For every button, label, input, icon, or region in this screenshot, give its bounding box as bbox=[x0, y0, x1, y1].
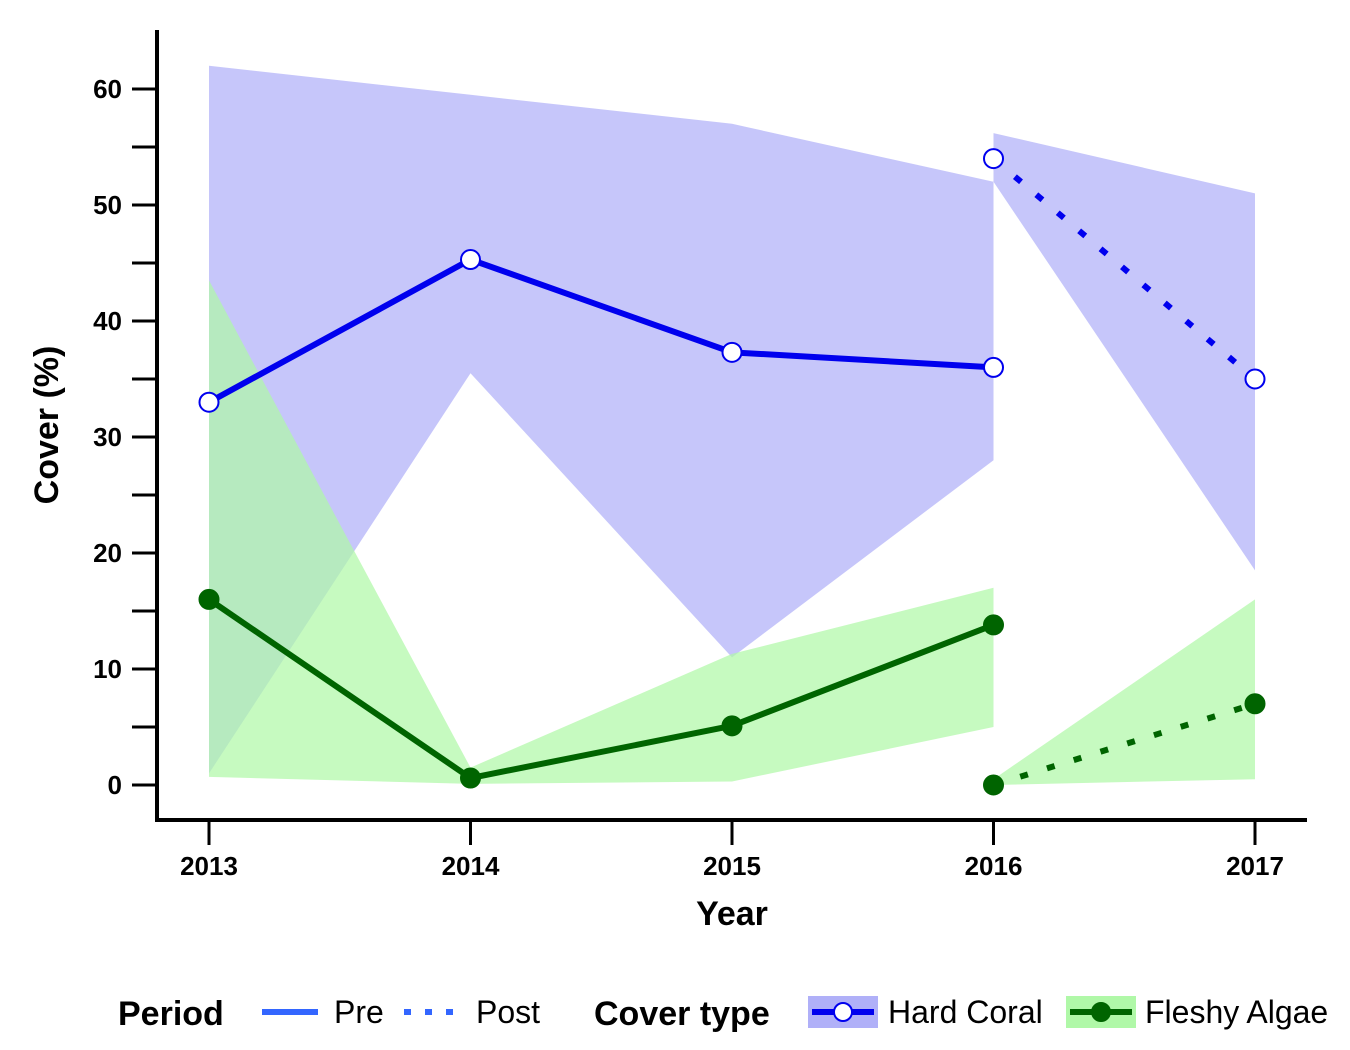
legend-hard-coral-label: Hard Coral bbox=[888, 994, 1043, 1030]
fleshy-algae-pre-ribbon bbox=[209, 280, 994, 784]
series-lines bbox=[207, 156, 1257, 788]
hard-coral-post-ribbon bbox=[993, 133, 1255, 571]
y-tick-label: 20 bbox=[93, 538, 122, 568]
legend-pre-label: Pre bbox=[334, 994, 384, 1030]
y-tick-label: 10 bbox=[93, 654, 122, 684]
y-tick-label: 30 bbox=[93, 422, 122, 452]
fleshy-algae-pre-point bbox=[198, 588, 220, 610]
fleshy-algae-pre-point bbox=[460, 767, 481, 789]
legend-fleshy-algae-label: Fleshy Algae bbox=[1145, 994, 1328, 1030]
legend-cover-title: Cover type bbox=[594, 995, 770, 1033]
y-tick-label: 60 bbox=[93, 74, 122, 104]
x-tick-label: 2017 bbox=[1226, 851, 1284, 881]
x-ticks: 2013 2014 2015 2016 2017 bbox=[180, 820, 1284, 881]
fleshy-algae-post-ribbon bbox=[993, 599, 1255, 785]
x-tick-label: 2015 bbox=[703, 851, 761, 881]
fleshy-algae-post-point bbox=[983, 774, 1004, 796]
fleshy-algae-post-point bbox=[1244, 693, 1266, 715]
y-tick-label: 40 bbox=[93, 306, 122, 336]
hard-coral-pre-point bbox=[721, 341, 743, 363]
hard-coral-pre-point bbox=[983, 356, 1004, 378]
hard-coral-pre-line bbox=[207, 256, 994, 405]
legend-post-label: Post bbox=[476, 994, 540, 1030]
legend-period-title: Period bbox=[118, 995, 224, 1033]
hard-coral-post-line bbox=[991, 156, 1257, 382]
y-tick-label: 50 bbox=[93, 190, 122, 220]
fleshy-algae-post-line bbox=[992, 700, 1256, 788]
hard-coral-post-point bbox=[1244, 368, 1266, 390]
fleshy-algae-pre-point bbox=[983, 614, 1004, 636]
y-axis-title: Cover (%) bbox=[28, 346, 66, 505]
hard-coral-pre-ribbon bbox=[209, 65, 994, 774]
hard-coral-post-point bbox=[983, 148, 1004, 170]
y-tick-label: 0 bbox=[108, 770, 122, 800]
y-ticks: 0 10 20 30 40 50 60 bbox=[93, 74, 157, 800]
legend-fleshy-algae-marker bbox=[1091, 1002, 1111, 1022]
fleshy-algae-pre-line bbox=[207, 596, 995, 782]
legend: Period Pre Post Cover type Hard Coral Fl… bbox=[118, 994, 1328, 1033]
hard-coral-pre-point bbox=[198, 391, 220, 413]
series-points bbox=[198, 148, 1266, 796]
x-axis-title: Year bbox=[696, 895, 768, 933]
confidence-ribbons bbox=[209, 65, 1255, 785]
x-tick-label: 2013 bbox=[180, 851, 238, 881]
x-tick-label: 2016 bbox=[965, 851, 1023, 881]
legend-hard-coral-marker bbox=[833, 1002, 853, 1022]
hard-coral-pre-point bbox=[460, 249, 481, 271]
x-tick-label: 2014 bbox=[442, 851, 500, 881]
fleshy-algae-pre-point bbox=[721, 715, 743, 737]
